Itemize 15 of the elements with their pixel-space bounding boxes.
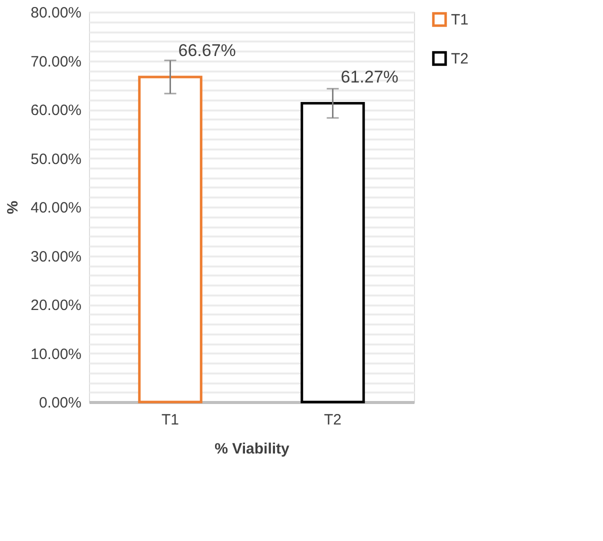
data-label: 61.27% [340, 67, 398, 86]
legend-label: T1 [451, 12, 469, 28]
x-axis-title: % Viability [214, 440, 290, 458]
y-axis-title: % [4, 200, 22, 214]
y-tick-label: 0.00% [38, 394, 82, 412]
y-tick-label: 40.00% [30, 200, 82, 216]
y-tick-label: 20.00% [30, 297, 82, 314]
y-tick-label: 80.00% [30, 4, 82, 22]
y-tick-label: 50.00% [30, 150, 82, 168]
y-tick-label: 10.00% [30, 346, 82, 363]
data-label: 66.67% [178, 40, 236, 60]
y-tick-label: 60.00% [30, 102, 82, 119]
y-tick-label: 30.00% [30, 248, 82, 266]
legend-label: T2 [451, 50, 469, 68]
y-tick-label: 70.00% [30, 53, 82, 70]
